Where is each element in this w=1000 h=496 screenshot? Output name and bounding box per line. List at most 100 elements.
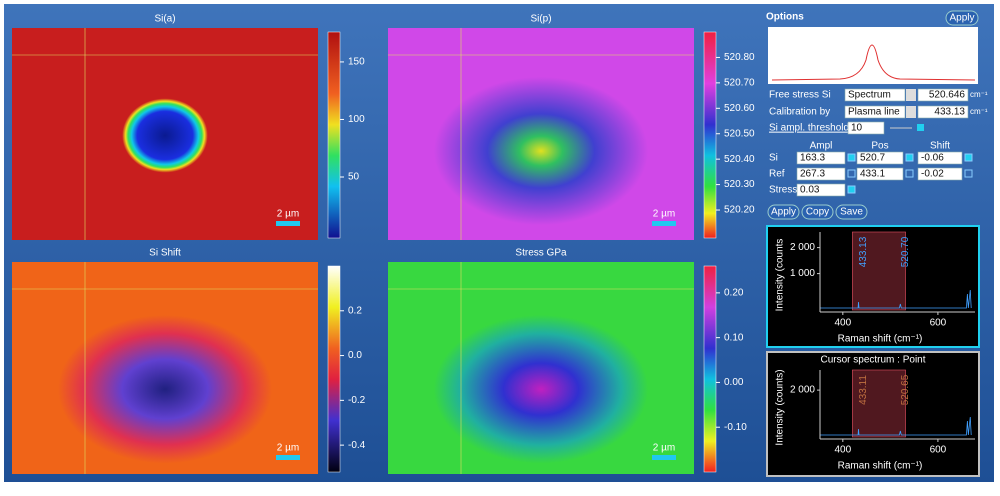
- value-input[interactable]: [796, 151, 846, 165]
- colorbar-label: 520.30: [724, 179, 755, 190]
- x-tick-label: 400: [834, 318, 851, 329]
- preview-curve: [771, 44, 976, 81]
- spectrum-box: [766, 225, 980, 348]
- options-title: Options: [766, 12, 804, 23]
- checkbox[interactable]: [964, 169, 973, 178]
- scale-bar: [652, 221, 676, 226]
- scale-bar-label: 2 µm: [653, 443, 675, 454]
- map-title: Si Shift: [149, 248, 181, 259]
- scale-bar: [276, 455, 300, 460]
- peak-annotation: 433.11: [858, 375, 869, 405]
- value: -0.06: [921, 153, 944, 164]
- value: 433.1: [860, 169, 885, 180]
- colorbar: [327, 31, 341, 239]
- colorbar-label: 520.40: [724, 154, 755, 165]
- colorbar-label: 520.20: [724, 205, 755, 216]
- colorbar-label: 0.10: [724, 332, 744, 343]
- colorbar: [703, 31, 717, 239]
- value: 520.7: [860, 153, 885, 164]
- free-stress-mode: Spectrum: [848, 90, 891, 101]
- spectrum-box: [766, 351, 980, 477]
- heatmap-feature: [388, 28, 694, 240]
- checkbox[interactable]: [905, 153, 914, 162]
- checkbox[interactable]: [847, 185, 856, 194]
- colorbar-label: 0.00: [724, 377, 744, 388]
- dropdown-arrow[interactable]: [906, 89, 916, 101]
- heatmap-feature: [12, 262, 318, 474]
- checkbox[interactable]: [847, 169, 856, 178]
- spectrum: [820, 289, 972, 309]
- calibration-mode: Plasma line: [848, 107, 900, 118]
- button[interactable]: [767, 204, 800, 220]
- calibration-select[interactable]: [844, 105, 906, 119]
- calibration-value: 433.13: [934, 107, 965, 118]
- y-axis-label: Intensity (counts): [775, 369, 786, 445]
- free-stress-input[interactable]: [917, 88, 969, 102]
- peak-annotation: 520.70: [900, 236, 911, 267]
- checkbox[interactable]: [905, 169, 914, 178]
- threshold-value: 10: [851, 123, 863, 134]
- calibration-input[interactable]: [917, 105, 969, 119]
- colorbar-label: 520.60: [724, 103, 755, 114]
- peak-annotation: 520.65: [900, 374, 911, 405]
- scale-bar-label: 2 µm: [277, 209, 299, 220]
- value-input[interactable]: [796, 167, 846, 181]
- y-tick-label: 2 000: [790, 242, 815, 253]
- colorbar-label: 0.0: [348, 350, 362, 361]
- x-tick-label: 600: [930, 318, 947, 329]
- colorbar-label: 520.80: [724, 52, 755, 63]
- value-input[interactable]: [917, 151, 963, 165]
- colorbar-label: 100: [348, 114, 365, 125]
- roi: [852, 369, 906, 438]
- apply-top-button[interactable]: [945, 10, 979, 26]
- value-input[interactable]: [856, 151, 904, 165]
- dropdown-arrow[interactable]: [906, 106, 916, 118]
- value: 267.3: [800, 169, 825, 180]
- button-label: Apply: [771, 207, 796, 218]
- scale-bar-label: 2 µm: [653, 209, 675, 220]
- map-title: Si(p): [530, 14, 551, 25]
- row-label: Ref: [769, 169, 785, 180]
- spectrum-title: Cursor spectrum : Point: [820, 355, 925, 366]
- value-input[interactable]: [917, 167, 963, 181]
- value-input[interactable]: [856, 167, 904, 181]
- checkbox[interactable]: [917, 124, 924, 131]
- button[interactable]: [835, 204, 868, 220]
- colorbar-label: 50: [348, 172, 360, 183]
- button-label: Save: [840, 207, 863, 218]
- button[interactable]: [801, 204, 834, 220]
- table-header: Shift: [930, 141, 950, 152]
- peak-annotation: 433.13: [858, 236, 869, 267]
- colorbar-label: -0.10: [724, 422, 747, 433]
- x-tick-label: 400: [834, 445, 851, 456]
- free-stress-unit: cm⁻¹: [970, 90, 988, 99]
- value: 0.03: [800, 185, 820, 196]
- checkbox[interactable]: [964, 153, 973, 162]
- heatmap-feature: [12, 28, 318, 240]
- y-tick-label: 2 000: [790, 385, 815, 396]
- checkbox[interactable]: [847, 153, 856, 162]
- map-title: Stress GPa: [515, 248, 567, 259]
- free-stress-label: Free stress Si: [769, 90, 831, 101]
- colorbar: [703, 265, 717, 473]
- heatmap-feature: [388, 262, 694, 474]
- value-input[interactable]: [796, 183, 846, 197]
- colorbar: [327, 265, 341, 473]
- value: -0.02: [921, 169, 944, 180]
- value: 163.3: [800, 153, 825, 164]
- colorbar-label: 0.2: [348, 305, 362, 316]
- colorbar-label: 150: [348, 57, 365, 68]
- free-stress-value: 520.646: [929, 90, 966, 101]
- colorbar-label: 520.70: [724, 78, 755, 89]
- map-title: Si(a): [154, 14, 175, 25]
- options-preview: [768, 27, 978, 84]
- free-stress-select[interactable]: [844, 88, 906, 102]
- threshold-input[interactable]: [847, 121, 885, 135]
- calibration-unit: cm⁻¹: [970, 107, 988, 116]
- colorbar-label: 520.50: [724, 128, 755, 139]
- table-header: Pos: [871, 141, 888, 152]
- threshold-label[interactable]: Si ampl. threshold: [769, 123, 849, 134]
- colorbar-label: -0.4: [348, 440, 366, 451]
- roi: [852, 231, 906, 311]
